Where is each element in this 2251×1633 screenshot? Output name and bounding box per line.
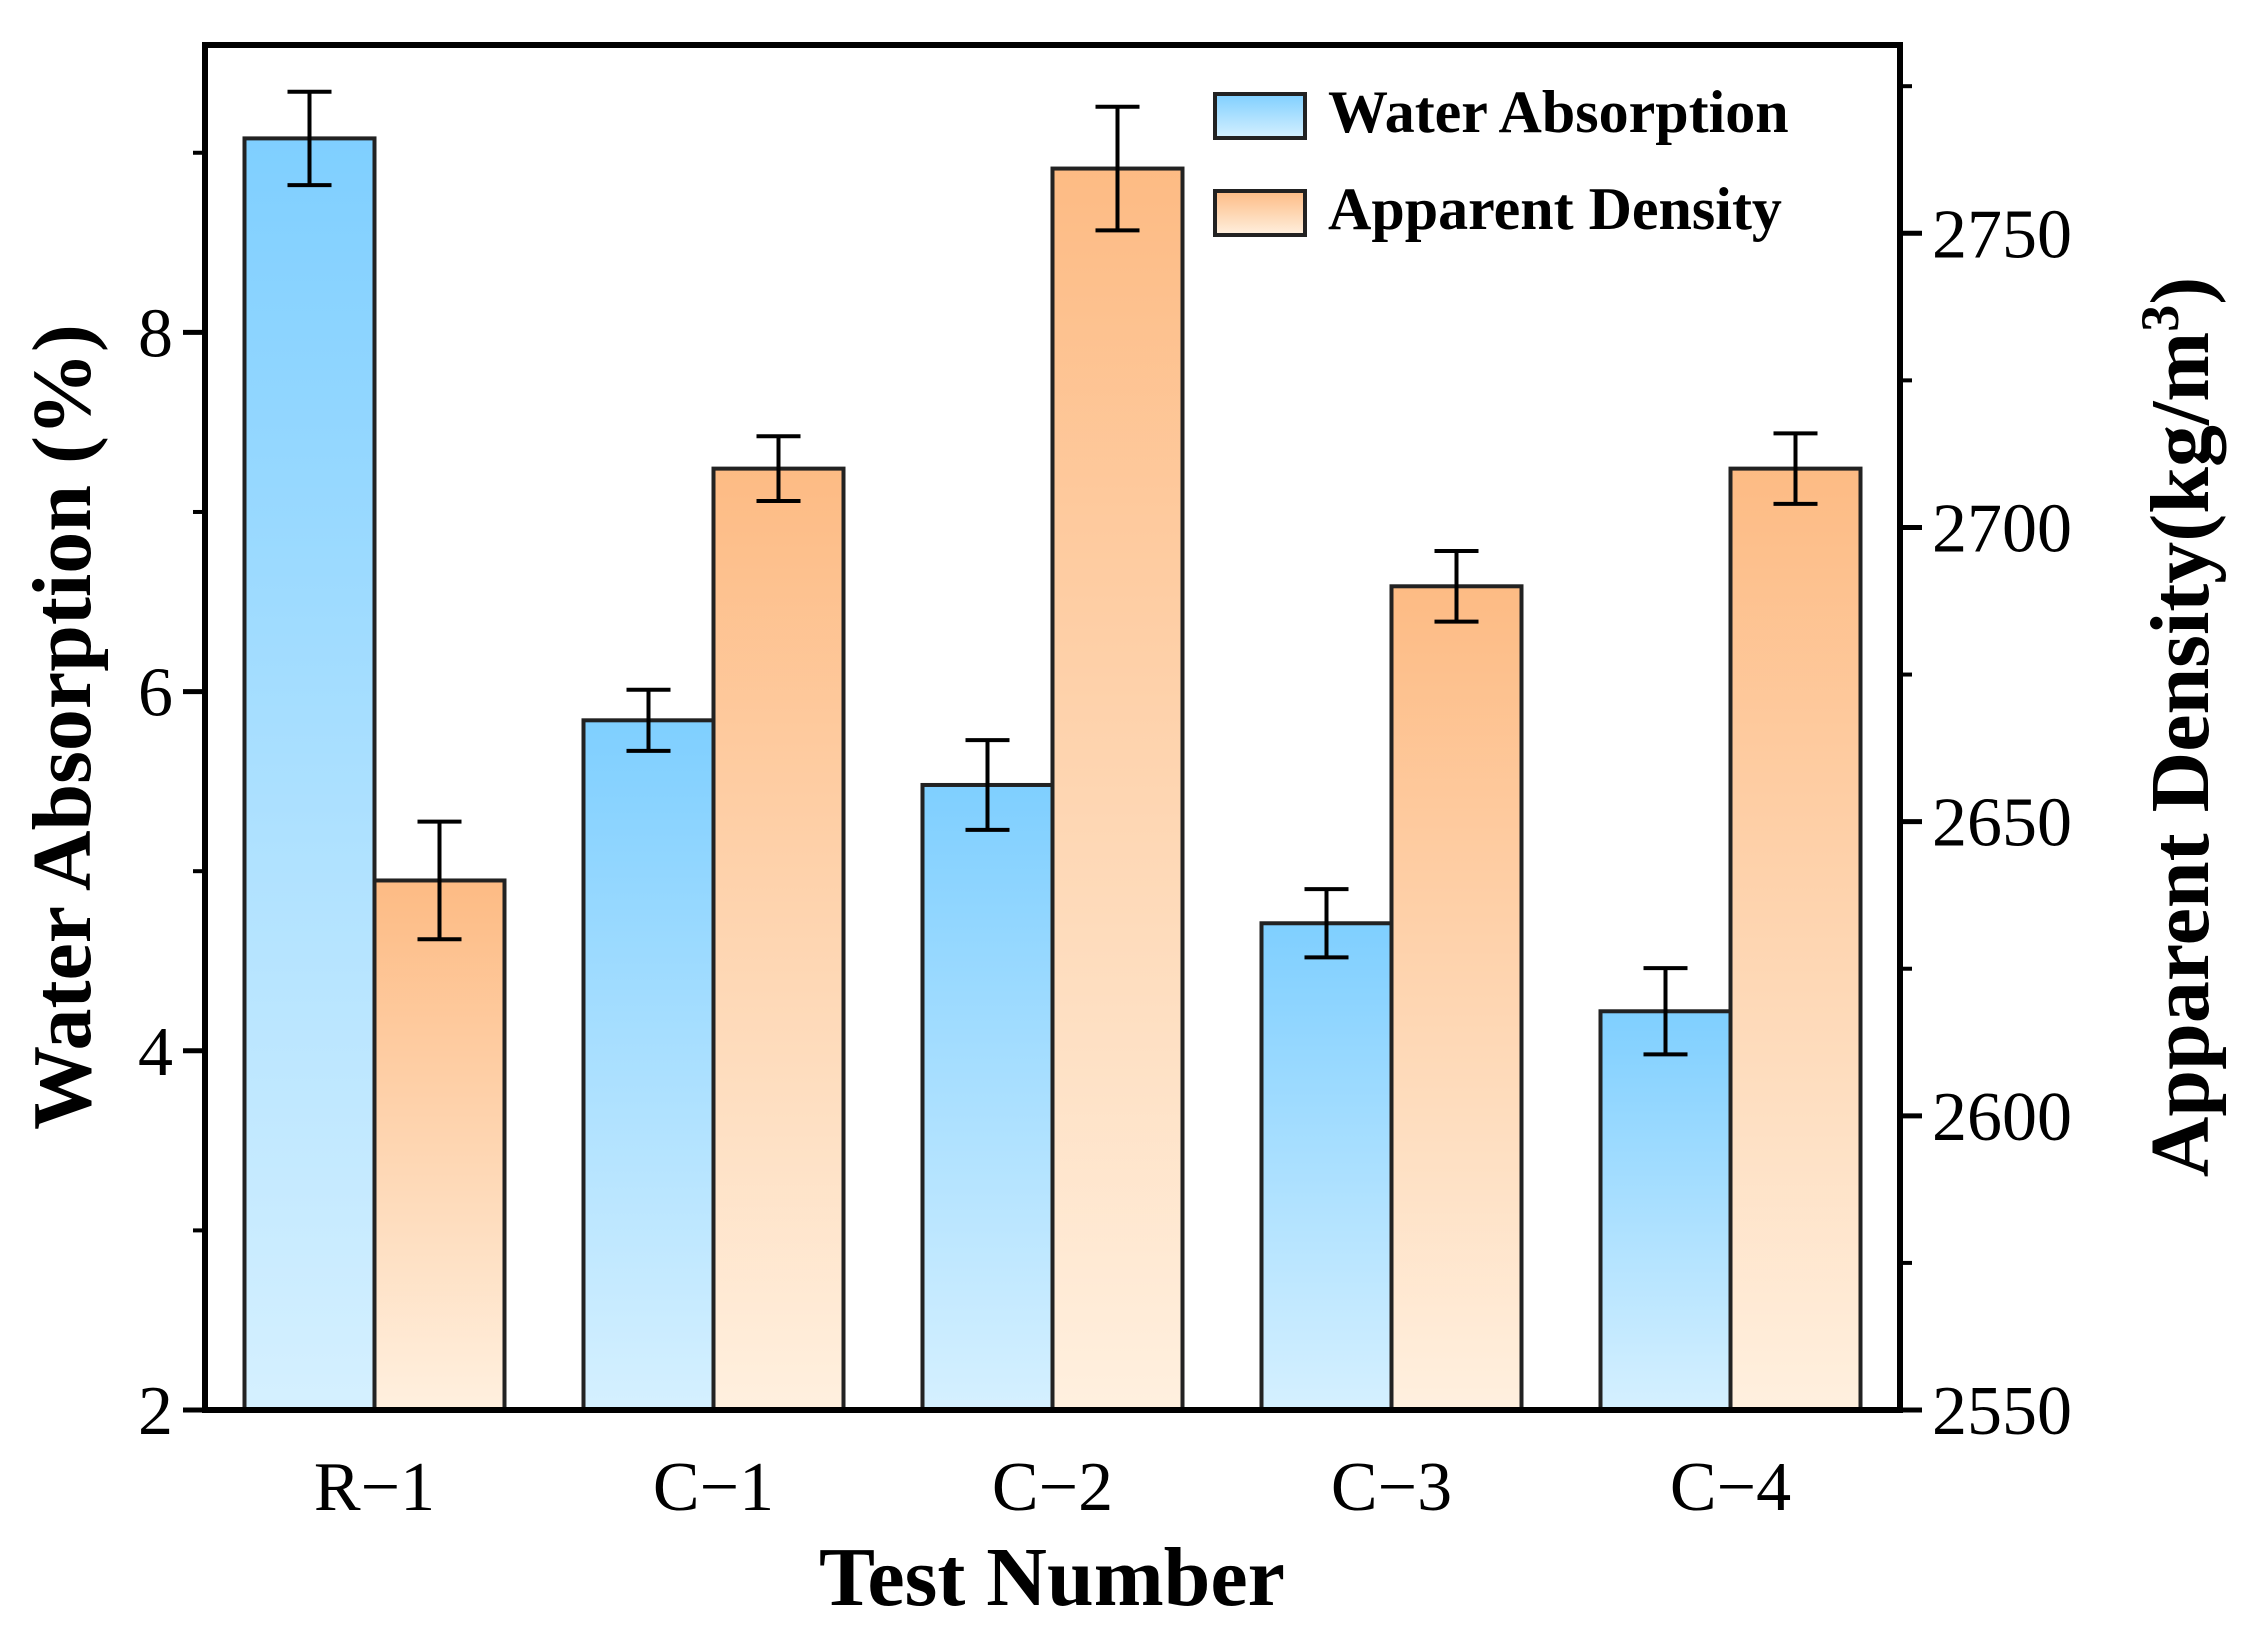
y-right-tick-label: 2650 <box>1932 785 2072 862</box>
legend-label-water-absorption: Water Absorption <box>1328 79 1789 145</box>
error-bar-water-absorption-3 <box>965 738 1010 832</box>
y-left-tick-label: 4 <box>138 1014 173 1091</box>
error-bar-apparent-density-4 <box>1434 548 1479 624</box>
x-tick-label: C−2 <box>992 1449 1113 1526</box>
bar-water-absorption-2 <box>581 718 716 1412</box>
y-right-axis-title: Apparent Density(kg/m3) <box>2130 277 2227 1177</box>
legend: Water Absorption Apparent Density <box>1213 79 1789 242</box>
error-bar-apparent-density-5 <box>1773 431 1818 506</box>
y-left-tick-label: 2 <box>138 1373 173 1450</box>
y-right-axis-title-sup: 3 <box>2130 305 2190 332</box>
bar-water-absorption-1 <box>242 136 377 1412</box>
bar-apparent-density-4 <box>1389 584 1524 1412</box>
x-tick-label: C−3 <box>1331 1449 1452 1526</box>
error-bars-layer <box>287 89 1818 1057</box>
bar-water-absorption-5 <box>1598 1009 1733 1412</box>
bars-layer <box>242 136 1863 1413</box>
legend-label-apparent-density: Apparent Density <box>1328 176 1782 242</box>
bar-water-absorption-4 <box>1259 921 1394 1412</box>
y-left-tick-label: 6 <box>138 655 173 732</box>
error-bar-water-absorption-2 <box>626 687 671 753</box>
legend-swatch-water-absorption <box>1213 92 1307 140</box>
right-axis: 2550 2600 2650 2700 2750 <box>1900 84 2072 1450</box>
y-right-axis-title-close: ) <box>2134 277 2227 305</box>
bar-apparent-density-5 <box>1728 466 1863 1413</box>
bar-apparent-density-1 <box>372 878 507 1412</box>
error-bar-water-absorption-5 <box>1643 966 1688 1057</box>
x-axis-title: Test Number <box>819 1531 1285 1624</box>
error-bar-water-absorption-1 <box>287 89 332 188</box>
plot-frame <box>202 42 1903 1413</box>
error-bar-apparent-density-1 <box>417 819 462 942</box>
left-axis: 2 4 6 8 <box>138 150 205 1450</box>
legend-swatch-apparent-density <box>1213 189 1307 237</box>
x-tick-label: C−1 <box>653 1449 774 1526</box>
error-bar-water-absorption-4 <box>1304 887 1349 960</box>
x-tick-label: R−1 <box>314 1449 435 1526</box>
y-left-tick-label: 8 <box>138 295 173 372</box>
y-left-axis-title: Water Absorption (%) <box>16 324 109 1130</box>
x-axis: R−1 C−1 C−2 C−3 C−4 <box>314 1449 1791 1526</box>
bar-apparent-density-2 <box>711 466 846 1413</box>
x-tick-label: C−4 <box>1670 1449 1791 1526</box>
error-bar-apparent-density-3 <box>1095 104 1140 233</box>
y-right-tick-label: 2550 <box>1932 1373 2072 1450</box>
y-right-tick-label: 2750 <box>1932 196 2072 273</box>
y-right-tick-label: 2700 <box>1932 490 2072 567</box>
bar-apparent-density-3 <box>1050 166 1185 1412</box>
error-bar-apparent-density-2 <box>756 434 801 503</box>
y-right-tick-label: 2600 <box>1932 1079 2072 1156</box>
y-right-axis-title-main: Apparent Density(kg/m <box>2134 332 2227 1178</box>
bar-water-absorption-3 <box>920 782 1055 1412</box>
